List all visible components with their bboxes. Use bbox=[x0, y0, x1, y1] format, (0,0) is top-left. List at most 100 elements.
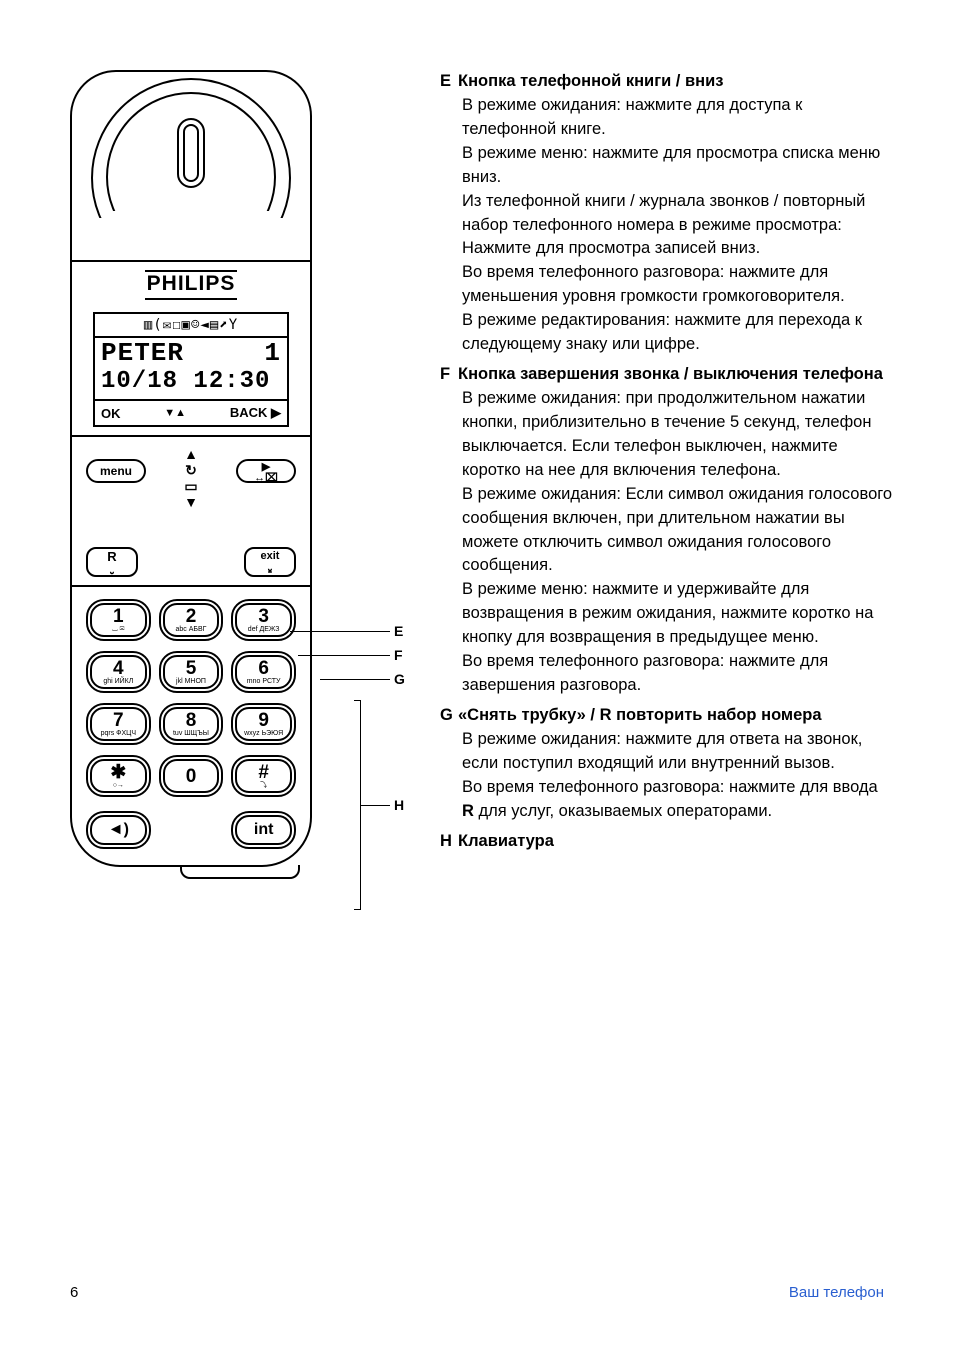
exit-label: exit bbox=[261, 550, 280, 562]
softkey-row: OK ▼▲ BACK ▶ bbox=[95, 399, 287, 425]
keypad: 1⌴ ✉2abc АБВГ3def ДЕЖЗ4ghi ИЙКЛ5jkl МНОП… bbox=[72, 585, 310, 805]
page: PHILIPS ▥(✉☐▣☺◄▤⬈Y PETER 1 10/18 12:30 O… bbox=[0, 0, 954, 1160]
key-sub: tuv ШЩЪЫ bbox=[173, 730, 209, 737]
screen-icon-row: ▥(✉☐▣☺◄▤⬈Y bbox=[95, 314, 287, 338]
item-head: FКнопка завершения звонка / выключения т… bbox=[440, 363, 894, 387]
key-#[interactable]: #⤵ bbox=[231, 755, 296, 797]
redial-icon: ↻ bbox=[154, 463, 228, 477]
exit-button[interactable]: exit ⏓ bbox=[244, 547, 296, 577]
soft-ok: OK bbox=[101, 406, 121, 421]
key-sub: ○→ bbox=[113, 782, 124, 789]
down-arrow-icon: ▼ bbox=[154, 495, 228, 509]
right-softkey[interactable]: ▶ ↔⌧ bbox=[236, 459, 296, 483]
key-8[interactable]: 8tuv ШЩЪЫ bbox=[159, 703, 224, 745]
footer-section: Ваш телефон bbox=[789, 1284, 884, 1301]
key-sub: ghi ИЙКЛ bbox=[103, 678, 133, 685]
key-digit: 6 bbox=[258, 659, 269, 678]
callout-e: E bbox=[394, 623, 403, 639]
up-arrow-icon: ▲ bbox=[154, 447, 228, 461]
page-number: 6 bbox=[70, 1284, 78, 1301]
key-digit: # bbox=[258, 763, 269, 782]
key-digit: 9 bbox=[258, 711, 269, 730]
key-5[interactable]: 5jkl МНОП bbox=[159, 651, 224, 693]
key-sub: ⌴ ✉ bbox=[112, 626, 124, 633]
leader-f bbox=[298, 655, 390, 656]
callout-f: F bbox=[394, 647, 403, 663]
key-digit: 3 bbox=[258, 607, 269, 626]
key-1[interactable]: 1⌴ ✉ bbox=[86, 599, 151, 641]
right-sym2: ↔⌧ bbox=[254, 472, 278, 484]
leader-h bbox=[360, 805, 390, 806]
key-digit: 5 bbox=[186, 659, 197, 678]
key-sub: pqrs ФХЦЧ bbox=[101, 730, 136, 737]
key-✱[interactable]: ✱○→ bbox=[86, 755, 151, 797]
page-footer: 6 Ваш телефон bbox=[0, 1284, 954, 1301]
key-4[interactable]: 4ghi ИЙКЛ bbox=[86, 651, 151, 693]
callout-g: G bbox=[394, 671, 405, 687]
bottom-key-row: ◄) int bbox=[72, 805, 310, 865]
item-title: Кнопка завершения звонка / выключения те… bbox=[458, 365, 883, 383]
key-digit: 4 bbox=[113, 659, 124, 678]
item-head: HКлавиатура bbox=[440, 830, 894, 854]
diagram-column: PHILIPS ▥(✉☐▣☺◄▤⬈Y PETER 1 10/18 12:30 O… bbox=[70, 70, 410, 1160]
phone-diagram-wrap: PHILIPS ▥(✉☐▣☺◄▤⬈Y PETER 1 10/18 12:30 O… bbox=[70, 70, 410, 1160]
soft-mid: ▼▲ bbox=[164, 407, 186, 419]
r-button[interactable]: R ⏑ bbox=[86, 547, 138, 577]
item-title: Кнопка телефонной книги / вниз bbox=[458, 72, 723, 90]
caller-name: PETER bbox=[101, 338, 184, 368]
int-label: int bbox=[254, 821, 274, 839]
item-head: G«Снять трубку» / R повторить набор номе… bbox=[440, 704, 894, 728]
item-E: EКнопка телефонной книги / внизВ режиме … bbox=[440, 70, 894, 357]
callout-h: H bbox=[394, 797, 404, 813]
leader-g bbox=[320, 679, 390, 680]
soft-back: BACK ▶ bbox=[230, 405, 281, 421]
key-3[interactable]: 3def ДЕЖЗ bbox=[231, 599, 296, 641]
phonebook-icon: ▭ bbox=[154, 479, 228, 493]
end-icon: ⏓ bbox=[268, 563, 272, 577]
item-letter: H bbox=[440, 830, 458, 854]
bold-r: R bbox=[462, 802, 474, 820]
item-letter: G bbox=[440, 704, 458, 728]
menu-button[interactable]: menu bbox=[86, 459, 146, 483]
key-9[interactable]: 9wxyz ЬЭЮЯ bbox=[231, 703, 296, 745]
item-body: В режиме ожидания: нажмите для доступа к… bbox=[462, 94, 894, 357]
earpiece-slot bbox=[177, 118, 205, 188]
speaker-key[interactable]: ◄) bbox=[86, 811, 151, 849]
item-head: EКнопка телефонной книги / вниз bbox=[440, 70, 894, 94]
key-digit: 2 bbox=[186, 607, 197, 626]
key-2[interactable]: 2abc АБВГ bbox=[159, 599, 224, 641]
leader-e bbox=[290, 631, 390, 632]
key-sub: mno РСТУ bbox=[247, 678, 281, 685]
key-sub: abc АБВГ bbox=[176, 626, 207, 633]
int-key[interactable]: int bbox=[231, 811, 296, 849]
screen-name-row: PETER 1 bbox=[95, 338, 287, 368]
time: 12:30 bbox=[193, 368, 270, 395]
item-body: В режиме ожидания: нажмите для ответа на… bbox=[462, 728, 894, 824]
speaker-icon: ◄) bbox=[108, 821, 129, 839]
talk-icon: ⏑ bbox=[110, 566, 114, 580]
r-label: R bbox=[107, 549, 116, 564]
signal-num: 1 bbox=[264, 338, 281, 368]
item-title: «Снять трубку» / R повторить набор номер… bbox=[458, 706, 822, 724]
nav-cluster[interactable]: ▲ ↻ ▭ ▼ bbox=[154, 445, 228, 577]
phone-outline: PHILIPS ▥(✉☐▣☺◄▤⬈Y PETER 1 10/18 12:30 O… bbox=[70, 70, 312, 867]
phone-stand bbox=[180, 865, 300, 879]
nav-zone: menu ▶ ↔⌧ ▲ ↻ ▭ ▼ R ⏑ bbox=[72, 435, 310, 585]
item-F: FКнопка завершения звонка / выключения т… bbox=[440, 363, 894, 698]
phone-screen: ▥(✉☐▣☺◄▤⬈Y PETER 1 10/18 12:30 OK ▼▲ BAC… bbox=[93, 312, 289, 427]
earpiece-zone bbox=[72, 72, 310, 262]
brand-label: PHILIPS bbox=[145, 270, 238, 300]
key-digit: 7 bbox=[113, 711, 124, 730]
item-letter: E bbox=[440, 70, 458, 94]
key-sub: wxyz ЬЭЮЯ bbox=[244, 730, 283, 737]
item-H: HКлавиатура bbox=[440, 830, 894, 854]
description-column: EКнопка телефонной книги / внизВ режиме … bbox=[440, 70, 894, 1160]
key-6[interactable]: 6mno РСТУ bbox=[231, 651, 296, 693]
key-digit: 1 bbox=[113, 607, 124, 626]
key-sub: jkl МНОП bbox=[176, 678, 206, 685]
key-0[interactable]: 0 bbox=[159, 755, 224, 797]
item-G: G«Снять трубку» / R повторить набор номе… bbox=[440, 704, 894, 824]
item-letter: F bbox=[440, 363, 458, 387]
key-7[interactable]: 7pqrs ФХЦЧ bbox=[86, 703, 151, 745]
key-sub: def ДЕЖЗ bbox=[248, 626, 280, 633]
